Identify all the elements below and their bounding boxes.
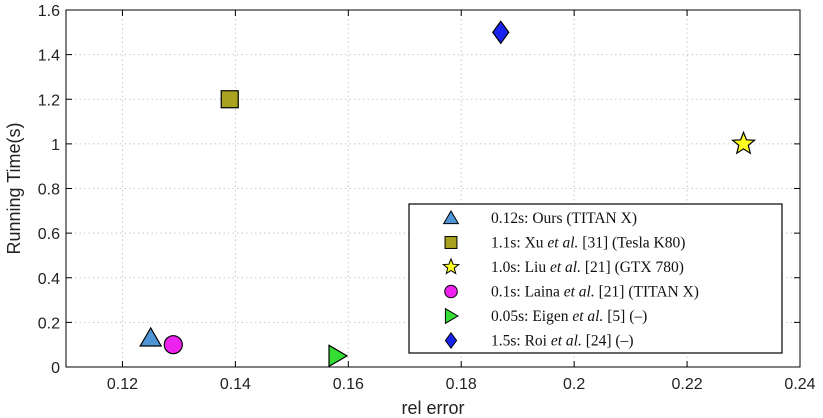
legend-marker-square (444, 236, 458, 249)
x-axis-label: rel error (401, 398, 464, 418)
legend-entry-text: 1.5s: Roi (491, 333, 551, 350)
legend-entry-label: 0.05s: Eigen et al. [5] (–) (491, 308, 647, 325)
legend-entry-label: 1.0s: Liu et al. [21] (GTX 780) (491, 259, 684, 276)
legend-entry-text: 0.1s: Laina (491, 284, 564, 301)
x-tick-label: 0.2 (563, 376, 585, 393)
x-tick-label: 0.12 (107, 376, 138, 393)
y-tick-label: 0.8 (38, 182, 60, 199)
data-point-triangle-right (328, 344, 349, 368)
tick-labels: 0.12 0.14 0.16 0.18 0.2 0.22 0.24 0 0.2 0.4 0.6 0.8… (38, 3, 816, 393)
legend-entry-text: [21] (GTX 780) (581, 259, 684, 276)
legend-entry-text: [24] (–) (582, 333, 634, 350)
data-point-circle (163, 335, 183, 355)
legend-entry-label: 0.12s: Ours (TITAN X) (491, 210, 637, 227)
y-tick-label: 0.6 (38, 226, 60, 243)
plot-frame (65, 9, 801, 368)
legend-marker-star (441, 257, 461, 275)
y-axis-label: Running Time(s) (4, 122, 24, 254)
data-points (139, 20, 757, 368)
legend-entry-text: et al. (547, 235, 578, 252)
data-point-triangle-up (139, 326, 163, 347)
legend-entry-text: [5] (–) (603, 308, 647, 325)
legend-box (408, 203, 783, 354)
legend-entry-text: [31] (Tesla K80) (578, 235, 685, 252)
legend-entry-text: et al. (550, 259, 581, 276)
legend-entry-text: et al. (572, 308, 603, 325)
data-point-diamond (492, 20, 510, 45)
legend-entry-text: 0.12s: Ours (TITAN X) (491, 210, 637, 227)
y-tick-label: 0.2 (38, 315, 60, 332)
legend-entry-text: et al. (551, 333, 582, 350)
legend-marker-triangle-up (442, 210, 460, 225)
y-tick-label: 0 (51, 360, 60, 377)
legend-entry-text: 1.1s: Xu (491, 235, 547, 252)
legend: 0.12s: Ours (TITAN X) 1.1s: Xu et al. [31… (408, 203, 783, 354)
legend-entry-text: [21] (TITAN X) (595, 284, 699, 301)
legend-entry-text: et al. (564, 284, 595, 301)
data-point-square (220, 90, 239, 109)
x-tick-label: 0.22 (672, 376, 703, 393)
legend-marker-triangle-right (444, 307, 459, 325)
y-tick-label: 1.4 (38, 48, 60, 65)
x-tick-label: 0.18 (446, 376, 477, 393)
legend-entry-text: 1.0s: Liu (491, 259, 550, 276)
legend-entry-label: 1.1s: Xu et al. [31] (Tesla K80) (491, 235, 685, 252)
y-tick-label: 0.4 (38, 271, 60, 288)
x-tick-label: 0.24 (784, 376, 815, 393)
y-tick-label: 1.2 (38, 92, 60, 109)
x-tick-label: 0.16 (333, 376, 364, 393)
legend-marker-diamond (444, 331, 458, 350)
legend-entry-text: 0.05s: Eigen (491, 308, 572, 325)
y-tick-label: 1.6 (38, 3, 60, 20)
data-point-star (731, 130, 757, 155)
legend-entry-label: 0.1s: Laina et al. [21] (TITAN X) (491, 284, 699, 301)
legend-entry-label: 1.5s: Roi et al. [24] (–) (491, 333, 634, 350)
legend-marker-circle (444, 284, 458, 299)
x-tick-label: 0.14 (220, 376, 251, 393)
y-tick-label: 1 (51, 137, 60, 154)
